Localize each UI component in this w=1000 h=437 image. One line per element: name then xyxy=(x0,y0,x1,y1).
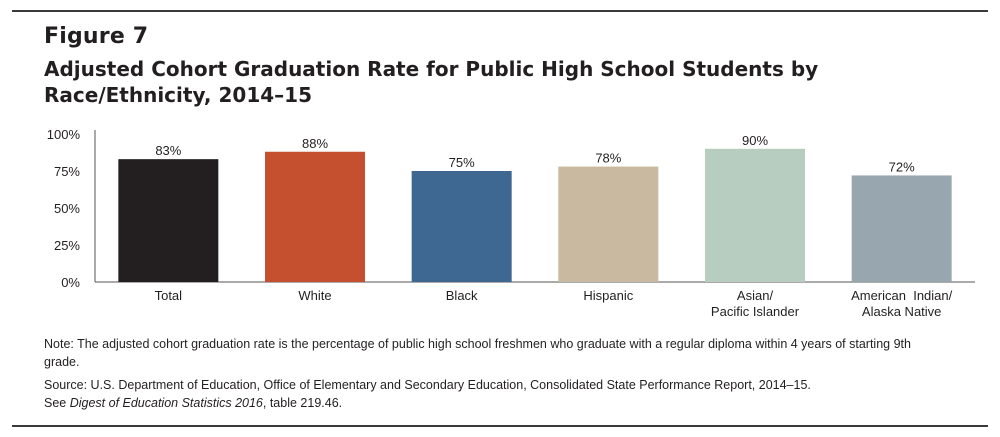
y-tick-label: 75% xyxy=(54,164,80,179)
x-tick-label: White xyxy=(298,288,331,303)
bar xyxy=(851,175,952,282)
bottom-rule xyxy=(12,425,988,427)
bar-value-label: 72% xyxy=(889,159,915,174)
bar-value-label: 78% xyxy=(595,151,621,166)
source-line: Source: U.S. Department of Education, Of… xyxy=(44,378,811,392)
x-tick-label: Total xyxy=(155,288,183,303)
bar-value-label: 75% xyxy=(449,155,475,170)
source-see-prefix: See xyxy=(44,396,70,410)
figure-label: Figure 7 xyxy=(44,24,149,49)
bar xyxy=(705,148,805,282)
x-tick-label: American Indian/ xyxy=(851,288,953,303)
x-tick-label: Hispanic xyxy=(583,288,633,303)
bar-value-label: 83% xyxy=(155,143,181,158)
chart-source: Source: U.S. Department of Education, Of… xyxy=(44,376,974,412)
bar xyxy=(411,171,512,282)
source-publication-title: Digest of Education Statistics 2016 xyxy=(69,396,263,410)
source-see-suffix: , table 219.46. xyxy=(262,396,343,410)
bar xyxy=(118,159,219,282)
y-tick-label: 100% xyxy=(47,127,81,142)
y-tick-label: 50% xyxy=(54,201,80,216)
x-tick-label: Alaska Native xyxy=(862,304,941,319)
bar xyxy=(265,151,365,282)
figure-title: Adjusted Cohort Graduation Rate for Publ… xyxy=(44,57,819,107)
bar-value-label: 88% xyxy=(302,136,328,151)
chart-note: Note: The adjusted cohort graduation rat… xyxy=(44,337,911,369)
bar-value-label: 90% xyxy=(742,133,768,148)
x-tick-label: Asian/ xyxy=(737,288,774,303)
x-tick-label: Black xyxy=(446,288,478,303)
y-tick-label: 25% xyxy=(54,238,80,253)
bar xyxy=(558,166,659,282)
top-rule xyxy=(12,10,988,12)
y-tick-label: 0% xyxy=(61,275,80,290)
x-tick-label: Pacific Islander xyxy=(711,304,800,319)
